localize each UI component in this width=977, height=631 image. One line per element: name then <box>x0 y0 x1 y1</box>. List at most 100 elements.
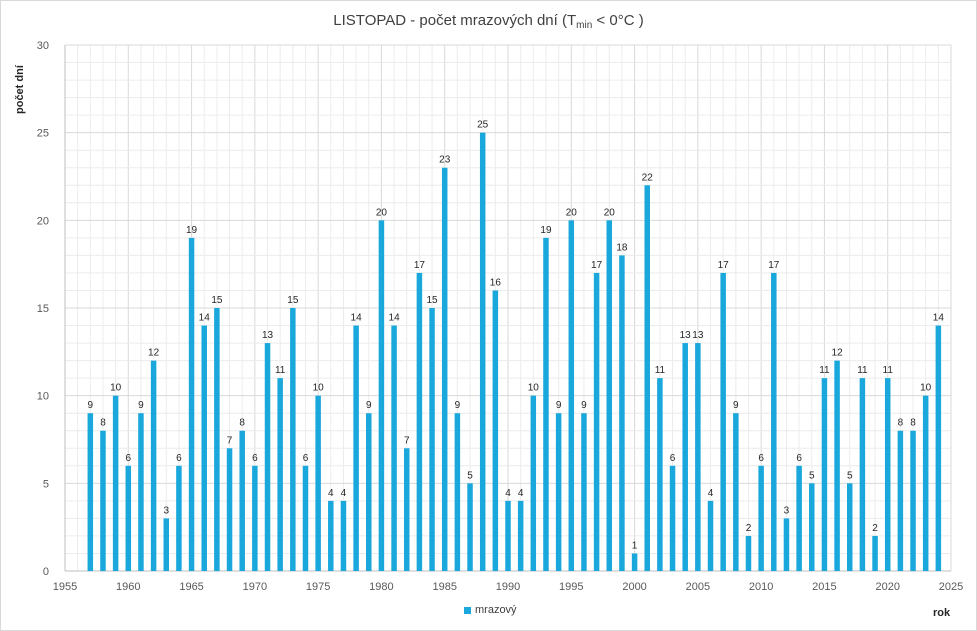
bar <box>530 395 537 571</box>
bar <box>467 483 473 571</box>
bar <box>593 272 600 571</box>
data-label: 20 <box>376 207 388 218</box>
data-label: 11 <box>819 365 830 376</box>
bar <box>403 448 410 571</box>
bar <box>176 465 182 571</box>
x-tick-label: 1990 <box>496 581 520 593</box>
bar <box>935 325 942 571</box>
data-label: 14 <box>389 313 401 324</box>
bar <box>100 430 106 571</box>
bar <box>429 308 435 571</box>
bar <box>745 535 752 571</box>
bar <box>707 500 714 571</box>
chart-title-end: < 0°C ) <box>592 12 644 29</box>
data-label: 3 <box>163 505 169 516</box>
bar <box>872 535 878 571</box>
data-label: 20 <box>604 207 616 218</box>
data-label: 10 <box>920 383 932 394</box>
bar <box>922 395 929 571</box>
data-label: 14 <box>351 313 363 324</box>
chart-title-subscript: min <box>576 20 593 31</box>
data-label: 23 <box>439 155 451 166</box>
legend-swatch <box>464 606 471 614</box>
bar <box>125 465 132 571</box>
bar <box>277 378 283 571</box>
data-label: 11 <box>857 365 868 376</box>
bar <box>821 378 828 571</box>
bar <box>290 308 296 571</box>
bar <box>264 343 271 571</box>
data-label: 11 <box>883 365 894 376</box>
bar <box>910 430 916 571</box>
bar <box>239 430 245 571</box>
data-label: 5 <box>467 470 473 481</box>
data-label: 3 <box>784 505 790 516</box>
data-label: 11 <box>655 365 666 376</box>
bar <box>733 413 739 571</box>
data-label: 13 <box>262 330 274 341</box>
bar <box>517 500 524 571</box>
data-label: 14 <box>199 313 211 324</box>
data-label: 4 <box>505 488 511 499</box>
bar <box>416 272 423 571</box>
data-label: 18 <box>616 242 628 253</box>
bar <box>302 465 309 571</box>
bar <box>796 465 802 571</box>
x-tick-label: 2025 <box>939 581 963 593</box>
bar <box>897 430 904 571</box>
bar <box>226 448 233 571</box>
data-label: 17 <box>718 260 730 271</box>
bar <box>555 413 562 571</box>
bar <box>366 413 372 571</box>
data-label: 9 <box>455 400 461 411</box>
bar <box>619 255 625 571</box>
bar <box>479 132 486 571</box>
data-label: 17 <box>768 260 780 271</box>
y-tick-label: 20 <box>37 215 49 227</box>
data-label: 5 <box>809 470 815 481</box>
bar <box>771 272 777 571</box>
chart-title-main: LISTOPAD - počet mrazových dní (T <box>333 12 577 29</box>
bar <box>441 167 448 571</box>
data-label: 17 <box>414 260 426 271</box>
x-tick-label: 2010 <box>749 581 773 593</box>
y-tick-label: 30 <box>37 40 49 52</box>
bar <box>353 325 359 571</box>
data-label: 6 <box>176 453 182 464</box>
data-label: 22 <box>642 172 654 183</box>
bar <box>505 500 511 571</box>
x-tick-label: 1955 <box>53 581 77 593</box>
data-label: 17 <box>591 260 603 271</box>
data-label: 4 <box>518 488 524 499</box>
data-label: 6 <box>252 453 258 464</box>
data-label: 8 <box>239 418 245 429</box>
data-label: 6 <box>670 453 676 464</box>
bar <box>669 465 676 571</box>
y-tick-label: 15 <box>37 303 49 315</box>
data-label: 9 <box>556 400 562 411</box>
data-label: 4 <box>341 488 347 499</box>
bar <box>631 553 638 571</box>
data-label: 19 <box>186 225 198 236</box>
bar <box>328 500 334 571</box>
data-label: 2 <box>872 523 878 534</box>
bar <box>695 343 701 571</box>
data-label: 12 <box>832 348 844 359</box>
data-label: 9 <box>366 400 372 411</box>
x-tick-label: 1995 <box>559 581 583 593</box>
data-label: 13 <box>680 330 692 341</box>
bar <box>859 378 866 571</box>
x-tick-label: 2020 <box>875 581 899 593</box>
data-label: 10 <box>313 383 325 394</box>
data-label: 6 <box>796 453 802 464</box>
bar <box>150 360 157 571</box>
bar <box>581 413 587 571</box>
data-label: 4 <box>708 488 714 499</box>
bar <box>492 290 499 571</box>
bar <box>201 325 207 571</box>
data-label: 9 <box>138 400 144 411</box>
bar <box>783 518 790 571</box>
data-label: 7 <box>404 435 410 446</box>
x-tick-label: 1980 <box>369 581 393 593</box>
data-label: 2 <box>746 523 752 534</box>
